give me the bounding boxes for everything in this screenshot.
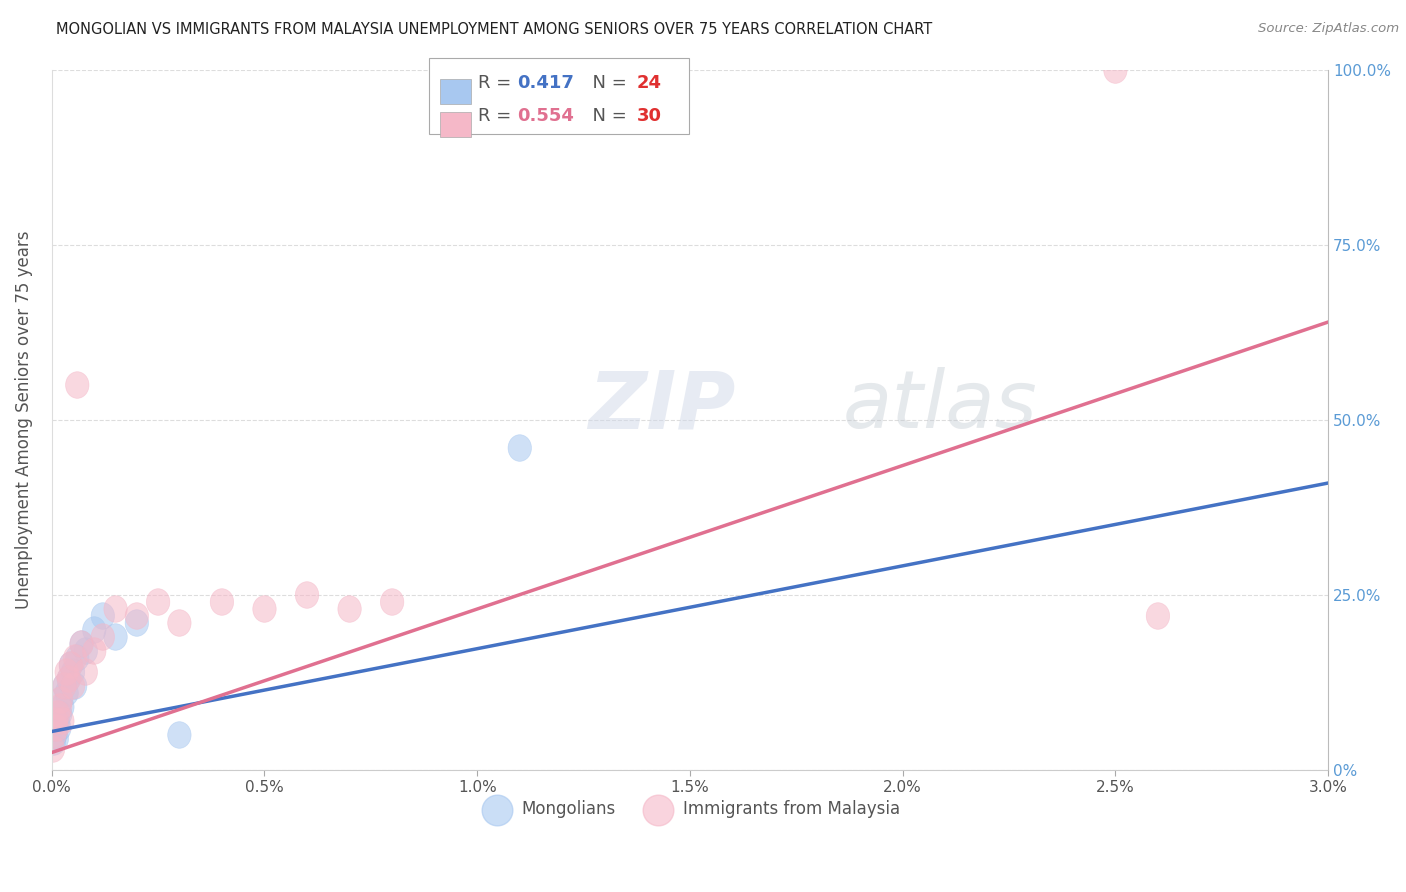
Text: 0.417: 0.417 — [517, 74, 574, 92]
Text: MONGOLIAN VS IMMIGRANTS FROM MALAYSIA UNEMPLOYMENT AMONG SENIORS OVER 75 YEARS C: MONGOLIAN VS IMMIGRANTS FROM MALAYSIA UN… — [56, 22, 932, 37]
Text: N =: N = — [581, 107, 633, 125]
Text: N =: N = — [581, 74, 633, 92]
Text: Source: ZipAtlas.com: Source: ZipAtlas.com — [1258, 22, 1399, 36]
Text: 30: 30 — [637, 107, 662, 125]
Text: atlas: atlas — [844, 367, 1038, 445]
Legend: Mongolians, Immigrants from Malaysia: Mongolians, Immigrants from Malaysia — [474, 793, 907, 825]
Text: 0.554: 0.554 — [517, 107, 574, 125]
Text: ZIP: ZIP — [588, 367, 735, 445]
Text: 24: 24 — [637, 74, 662, 92]
Text: R =: R = — [478, 107, 517, 125]
Text: R =: R = — [478, 74, 517, 92]
Y-axis label: Unemployment Among Seniors over 75 years: Unemployment Among Seniors over 75 years — [15, 231, 32, 609]
